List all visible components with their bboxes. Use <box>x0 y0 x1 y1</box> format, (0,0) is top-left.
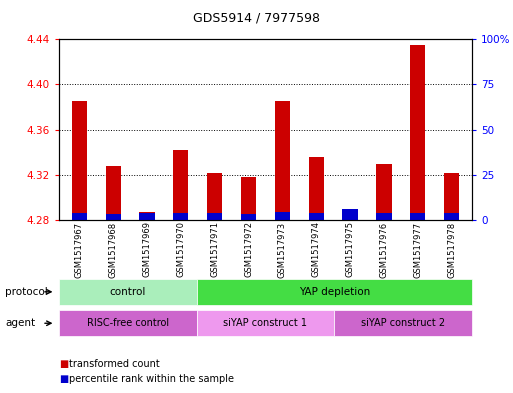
Text: ■: ■ <box>59 374 68 384</box>
Bar <box>377 213 391 220</box>
Bar <box>309 213 324 220</box>
Bar <box>343 209 358 220</box>
Text: RISC-free control: RISC-free control <box>87 318 169 328</box>
Bar <box>106 214 121 220</box>
Bar <box>173 150 188 220</box>
Bar <box>275 212 290 220</box>
Bar <box>173 213 188 220</box>
Text: GDS5914 / 7977598: GDS5914 / 7977598 <box>193 12 320 25</box>
Bar <box>106 166 121 220</box>
Text: ■: ■ <box>59 358 68 369</box>
Bar <box>444 213 459 220</box>
Bar <box>275 101 290 220</box>
Text: agent: agent <box>5 318 35 328</box>
Bar <box>377 163 391 220</box>
Bar <box>140 212 154 220</box>
Text: control: control <box>110 287 146 297</box>
Text: siYAP construct 1: siYAP construct 1 <box>224 318 307 328</box>
Text: protocol: protocol <box>5 287 48 297</box>
Bar <box>410 213 425 220</box>
Bar <box>72 213 87 220</box>
Bar <box>241 177 256 220</box>
Bar <box>207 213 222 220</box>
Bar <box>140 213 154 220</box>
Bar <box>444 173 459 220</box>
Text: percentile rank within the sample: percentile rank within the sample <box>69 374 234 384</box>
Text: YAP depletion: YAP depletion <box>299 287 370 297</box>
Bar <box>309 157 324 220</box>
Bar <box>410 45 425 220</box>
Bar <box>241 214 256 220</box>
Bar <box>72 101 87 220</box>
Text: transformed count: transformed count <box>69 358 160 369</box>
Bar <box>343 217 358 220</box>
Text: siYAP construct 2: siYAP construct 2 <box>361 318 445 328</box>
Bar <box>207 173 222 220</box>
